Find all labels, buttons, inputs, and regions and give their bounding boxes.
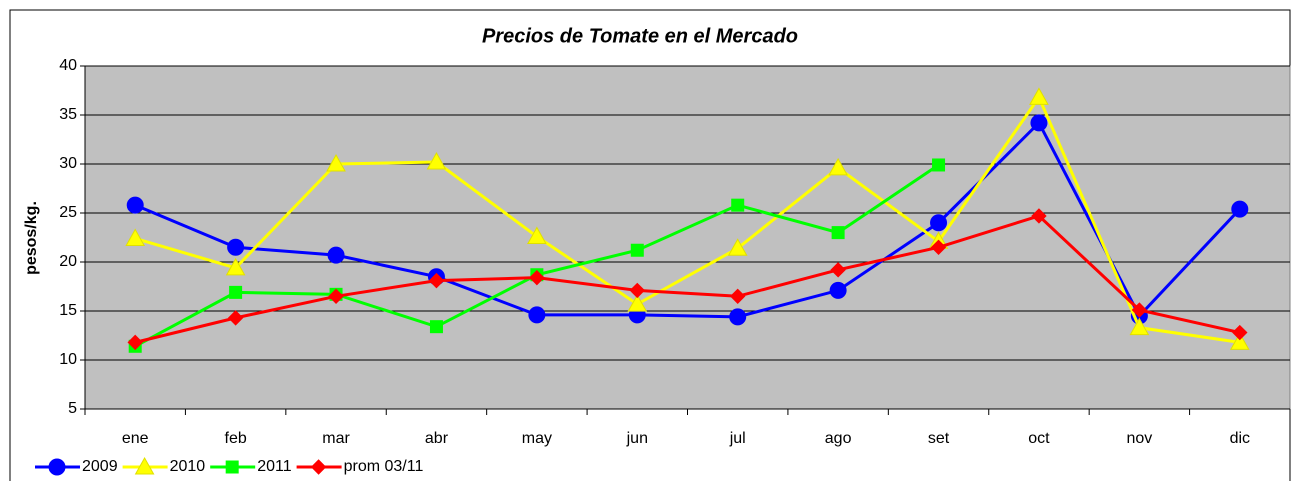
- y-tick-label: 35: [59, 106, 77, 123]
- marker: [627, 294, 648, 312]
- marker: [527, 226, 547, 245]
- legend-label: 2010: [170, 458, 206, 475]
- marker: [229, 285, 243, 299]
- x-tick-label: set: [928, 430, 950, 447]
- marker: [1232, 324, 1248, 341]
- legend-label: 2009: [82, 458, 118, 475]
- marker: [428, 272, 445, 289]
- y-tick-label: 15: [59, 302, 77, 319]
- y-tick-label: 40: [59, 57, 77, 74]
- marker: [829, 281, 847, 299]
- plot-area: [84, 65, 1291, 410]
- y-tick-label: 20: [59, 253, 77, 270]
- series-line: [134, 94, 1241, 344]
- series-line: [134, 120, 1241, 319]
- marker: [125, 228, 146, 246]
- x-tick-label: oct: [1028, 430, 1050, 447]
- marker: [529, 269, 545, 286]
- marker: [227, 310, 244, 326]
- marker: [328, 288, 344, 305]
- marker: [831, 226, 845, 240]
- marker: [729, 308, 747, 326]
- marker: [1231, 200, 1249, 218]
- marker: [127, 334, 143, 351]
- marker: [326, 153, 346, 172]
- marker: [1030, 114, 1048, 132]
- marker: [227, 238, 245, 256]
- marker: [1129, 317, 1150, 336]
- legend-marker: [48, 458, 66, 476]
- marker: [629, 282, 645, 299]
- marker: [932, 158, 946, 172]
- marker: [930, 239, 947, 256]
- marker: [1029, 87, 1049, 105]
- legend-marker: [225, 460, 239, 474]
- marker: [528, 306, 546, 324]
- marker: [830, 262, 846, 278]
- legend-label: 2011: [257, 458, 292, 475]
- marker: [126, 196, 144, 214]
- marker: [1031, 208, 1047, 224]
- marker: [630, 243, 644, 257]
- x-tick-label: feb: [225, 430, 247, 447]
- y-tick-label: 10: [59, 351, 77, 368]
- marker: [429, 320, 443, 334]
- legend-label: prom 03/11: [344, 458, 424, 475]
- y-tick-label: 30: [59, 155, 77, 172]
- marker: [1229, 332, 1250, 350]
- series-line: [134, 214, 1241, 344]
- x-tick-label: mar: [322, 430, 350, 447]
- chart-title: Precios de Tomate en el Mercado: [482, 25, 798, 47]
- marker: [426, 152, 447, 170]
- x-tick-label: may: [522, 430, 552, 447]
- marker: [727, 238, 748, 256]
- x-tick-label: nov: [1126, 430, 1152, 447]
- marker: [828, 157, 848, 176]
- y-tick-label: 25: [59, 204, 77, 221]
- x-tick-label: ago: [825, 430, 852, 447]
- marker: [930, 214, 948, 232]
- marker: [730, 288, 746, 305]
- marker: [731, 198, 745, 212]
- x-tick-label: ene: [122, 430, 149, 447]
- marker: [1131, 302, 1148, 318]
- legend-marker: [134, 456, 155, 475]
- marker: [225, 257, 246, 276]
- x-tick-label: jul: [729, 430, 746, 447]
- marker: [327, 246, 345, 264]
- legend-marker: [310, 459, 327, 475]
- x-tick-label: jun: [626, 430, 648, 447]
- y-axis-label: pesos/kg.: [23, 201, 40, 275]
- x-tick-label: abr: [425, 430, 449, 447]
- y-tick-label: 5: [68, 400, 77, 417]
- x-tick-label: dic: [1230, 430, 1250, 447]
